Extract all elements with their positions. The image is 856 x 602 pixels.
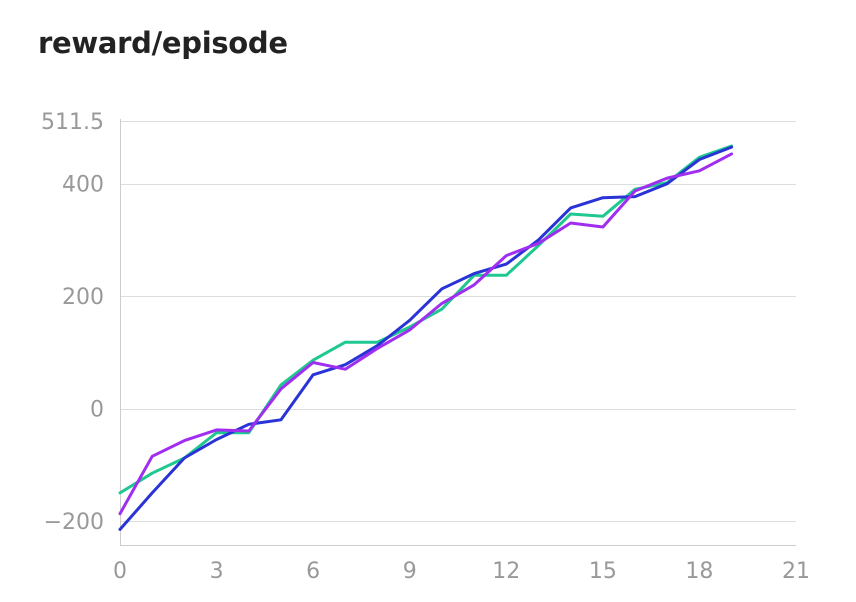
axes <box>120 119 796 546</box>
y-tick-label: −200 <box>44 510 104 535</box>
chart-title: reward/episode <box>38 26 288 60</box>
y-tick-label: 0 <box>90 398 104 423</box>
grid-lines <box>120 121 796 522</box>
x-tick-label: 9 <box>403 559 417 584</box>
x-tick-label: 21 <box>782 559 810 584</box>
x-tick-labels: 0 3 6 9 12 15 18 21 <box>113 559 810 584</box>
x-tick-label: 12 <box>492 559 520 584</box>
y-tick-labels: 511.5 400 200 0 −200 <box>41 110 104 535</box>
x-tick-label: 18 <box>685 559 713 584</box>
y-tick-label: 511.5 <box>41 110 104 135</box>
x-tick-label: 0 <box>113 559 127 584</box>
series-line-2 <box>118 145 734 531</box>
x-tick-label: 15 <box>589 559 617 584</box>
series-lines <box>118 144 734 531</box>
series-line-3 <box>118 152 734 516</box>
x-tick-label: 3 <box>210 559 224 584</box>
x-tick-label: 6 <box>306 559 320 584</box>
y-tick-label: 400 <box>62 173 104 198</box>
y-tick-label: 200 <box>62 285 104 310</box>
